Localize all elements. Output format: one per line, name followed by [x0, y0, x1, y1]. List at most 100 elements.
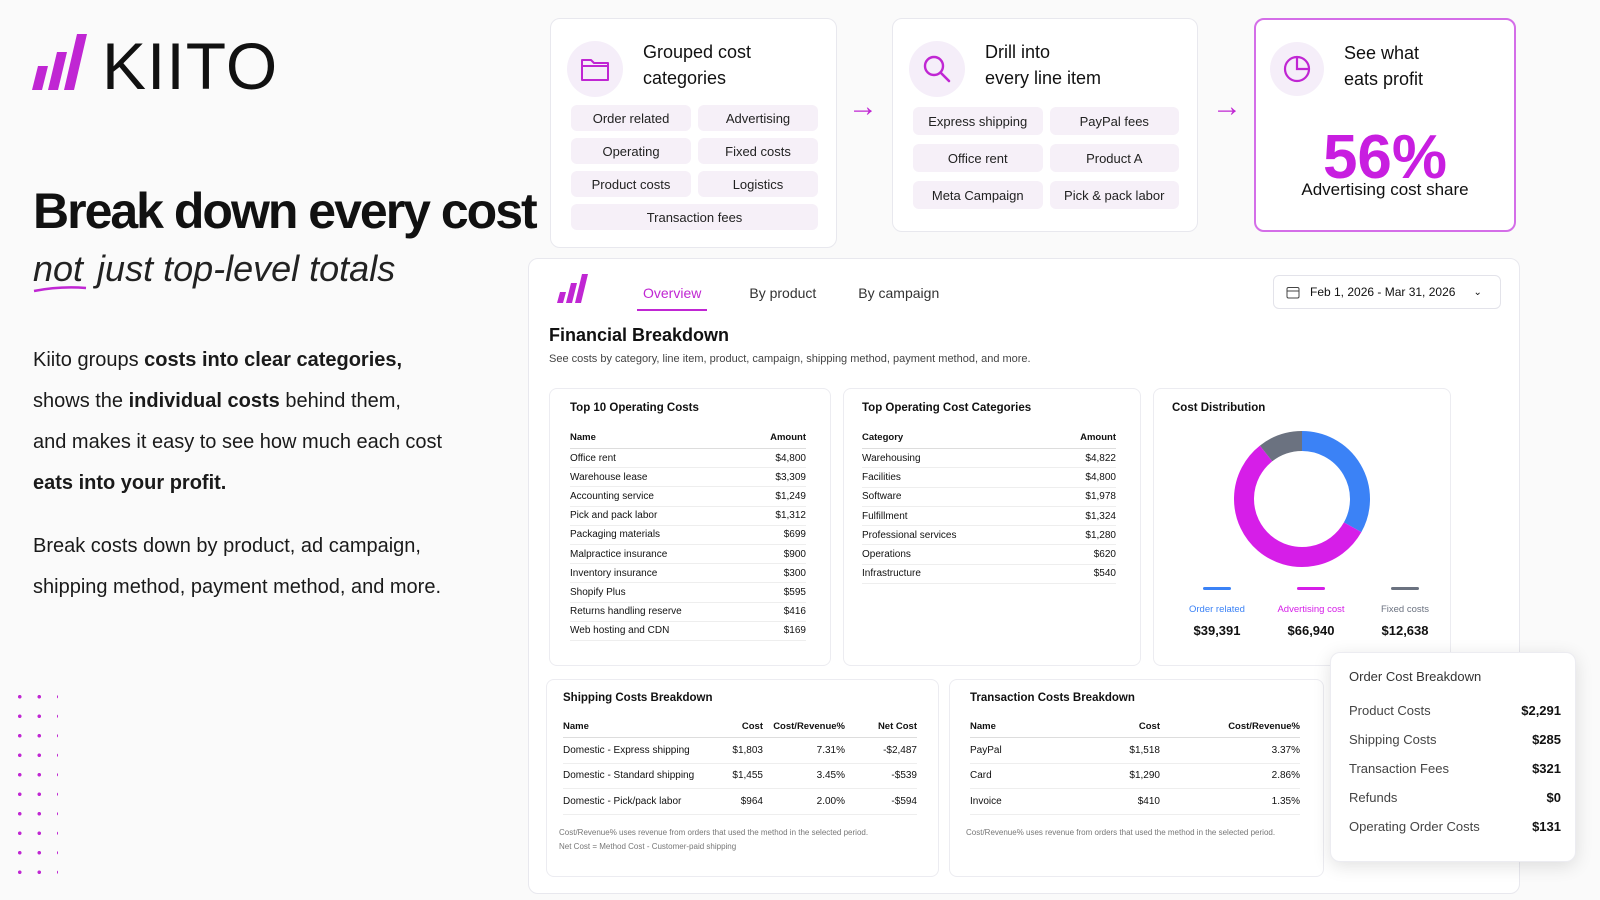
cell: Accounting service — [570, 490, 654, 502]
table: Name Cost Cost/Revenue% PayPal $1,518 3.37% Ca… — [970, 716, 1300, 815]
table-row: Pick and pack labor $1,312 — [570, 507, 806, 526]
cell: -$594 — [891, 795, 917, 807]
cell: $4,800 — [1085, 471, 1116, 483]
table-row: PayPal $1,518 3.37% — [970, 738, 1300, 764]
card-title: See what eats profit — [1344, 40, 1423, 92]
table-row: Office rent $4,800 — [570, 449, 806, 469]
cell: $1,803 — [732, 744, 763, 756]
line: Drill into — [985, 42, 1051, 62]
icon — [1270, 42, 1324, 96]
breakdown-row: Shipping Costs $285 — [1349, 732, 1561, 747]
tag: Office rent — [913, 144, 1043, 172]
cell: $1,518 — [1129, 744, 1160, 756]
tab[interactable]: By product — [749, 285, 817, 301]
line: Grouped cost — [643, 42, 752, 62]
subtitle-text: just top-level totals — [97, 248, 396, 289]
dashboard-subtitle: See costs by category, line item, produc… — [549, 353, 1031, 365]
cell: Warehouse lease — [570, 471, 648, 483]
line: every line item — [985, 68, 1102, 88]
table: Name Amount Office rent $4,800 Warehouse lea… — [570, 427, 806, 641]
cell: $1,290 — [1129, 770, 1160, 782]
legend-label: Fixed costs — [1380, 604, 1430, 615]
cell: Domestic - Pick/pack labor — [563, 795, 682, 807]
footnote: Cost/Revenue% uses revenue from orders t… — [966, 828, 1276, 837]
table-row: Web hosting and CDN $169 — [570, 622, 806, 641]
footnote: Cost/Revenue% uses revenue from orders t… — [559, 828, 869, 837]
table-row: Inventory insurance $300 — [570, 564, 806, 584]
cell: $3,309 — [775, 471, 806, 483]
column-header: Cost — [1138, 721, 1160, 732]
dot-pattern — [10, 687, 58, 877]
strong: costs into clear categories, — [144, 349, 403, 371]
strong: eats into your profit. — [33, 472, 227, 494]
table-row: Invoice $410 1.35% — [970, 789, 1300, 815]
cell: $1,312 — [775, 510, 806, 522]
cell: Operations — [862, 549, 911, 561]
cell: Web hosting and CDN — [570, 625, 670, 637]
line: See what — [1344, 43, 1420, 63]
strong: individual costs — [128, 390, 280, 412]
cell: $1,324 — [1085, 510, 1116, 522]
tag: Transaction fees — [571, 204, 818, 230]
hero-subtitle: not just top-level totals — [33, 248, 409, 290]
date-range: Feb 1, 2026 - Mar 31, 2026 — [1310, 285, 1456, 299]
cell: -$539 — [891, 770, 917, 782]
logo-icon — [32, 34, 87, 90]
cell: $300 — [783, 567, 806, 579]
cell: $595 — [783, 586, 806, 598]
legend-value: $66,940 — [1287, 623, 1335, 638]
footnote: Net Cost = Method Cost - Customer-paid s… — [559, 842, 737, 851]
table-row: Accounting service $1,249 — [570, 487, 806, 507]
cell: $1,280 — [1085, 529, 1116, 541]
panel-title: Top Operating Cost Categories — [862, 402, 1032, 414]
date-picker[interactable]: Feb 1, 2026 - Mar 31, 2026 ⌄ — [1273, 275, 1501, 309]
cell: Infrastructure — [862, 568, 921, 580]
tag: Order related — [571, 105, 691, 131]
calendar-icon — [1286, 287, 1300, 299]
column-header: Name — [563, 721, 589, 732]
tab[interactable]: Overview — [637, 285, 708, 311]
cell: 7.31% — [816, 744, 845, 756]
arrow: → — [1212, 90, 1242, 123]
donut-segment — [1259, 431, 1303, 462]
cell: Domestic - Standard shipping — [563, 770, 695, 782]
text: Kiito groups — [33, 349, 145, 371]
table-row: Software $1,978 — [862, 488, 1116, 507]
legend-value: $39,391 — [1193, 623, 1241, 638]
table-row: Shopify Plus $595 — [570, 583, 806, 603]
table-row: Facilities $4,800 — [862, 468, 1116, 488]
legend-swatch — [1297, 587, 1325, 590]
tag: Express shipping — [913, 107, 1043, 135]
table-row: Card $1,290 2.86% — [970, 764, 1300, 789]
tab[interactable]: By campaign — [858, 285, 940, 301]
intro-line: eats into your profit. — [33, 463, 442, 504]
panel-title: Top 10 Operating Costs — [570, 402, 699, 414]
line: eats profit — [1344, 69, 1424, 89]
panel-title: Transaction Costs Breakdown — [970, 692, 1135, 704]
subtitle-emphasis: not — [33, 248, 84, 289]
chevron: ⌄ — [1473, 286, 1482, 298]
dashboard-title: Financial Breakdown — [549, 325, 730, 345]
table-row: Domestic - Pick/pack labor $964 2.00% -$594 — [563, 789, 917, 815]
column-header: Name — [970, 721, 996, 732]
outro: Break costs down by product, ad campaign… — [33, 526, 441, 608]
cell: $1,249 — [775, 490, 806, 502]
card-title: Grouped cost categories — [643, 39, 751, 91]
tag: Product costs — [571, 171, 691, 197]
legend-item: Order related $39,391 — [1170, 587, 1264, 638]
table-header: Name Cost Cost/Revenue% — [970, 716, 1300, 738]
table-header: Category Amount — [862, 427, 1116, 449]
cell: 1.35% — [1271, 795, 1300, 807]
tag: Fixed costs — [698, 138, 818, 164]
cell: $964 — [740, 795, 763, 807]
table-row: Infrastructure $540 — [862, 565, 1116, 585]
tag-grid: Express shipping PayPal fees Office rent Pr… — [913, 107, 1179, 209]
panel: Transaction Costs Breakdown Name Cost Cost/… — [949, 679, 1324, 877]
table-row: Domestic - Standard shipping $1,455 3.45% -… — [563, 764, 917, 789]
tag: PayPal fees — [1049, 107, 1179, 135]
icon — [567, 41, 623, 97]
table-row: Operations $620 — [862, 545, 1116, 565]
table-row: Packaging materials $699 — [570, 526, 806, 545]
panel-title: Cost Distribution — [1172, 402, 1266, 414]
